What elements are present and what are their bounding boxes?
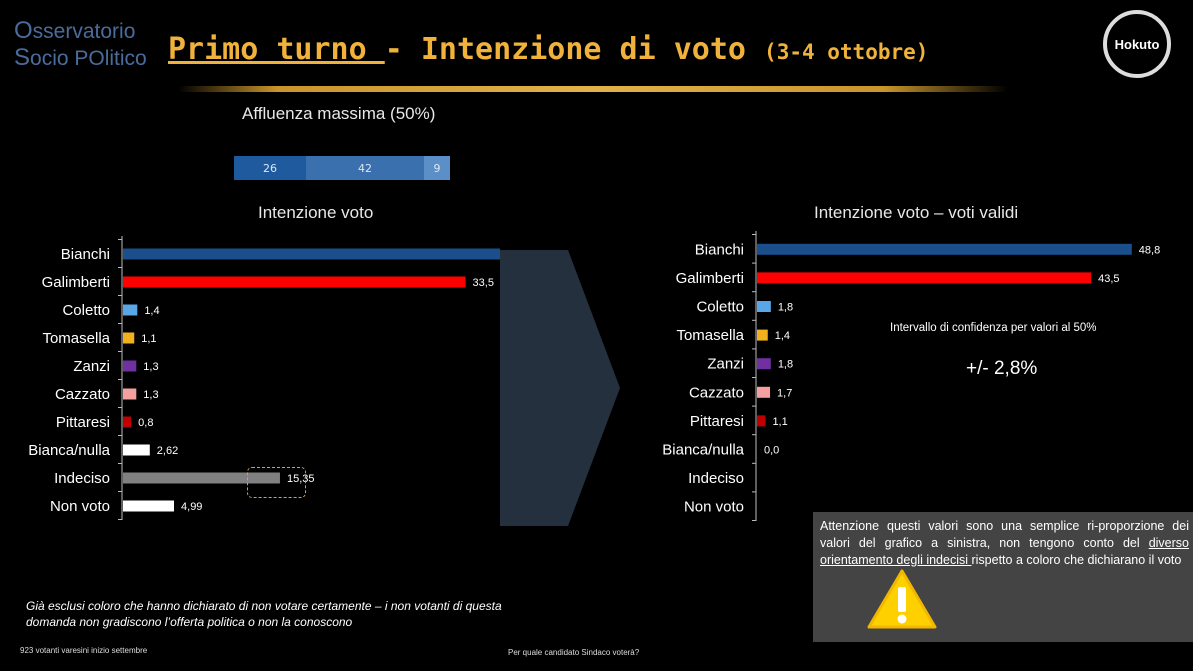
- category-label: Cazzato: [55, 386, 110, 403]
- bar: [123, 332, 135, 344]
- logo-initial: S: [14, 44, 31, 71]
- value-label: 33,5: [473, 277, 494, 289]
- title-underline-brush: [178, 86, 1008, 92]
- value-label: 1,8: [778, 359, 793, 371]
- confidence-label: Intervallo di confidenza per valori al 5…: [890, 322, 1097, 334]
- category-label: Cazzato: [689, 384, 744, 401]
- bar: [123, 248, 500, 260]
- indeciso-highlight-box: [247, 467, 306, 498]
- value-label: 1,1: [772, 416, 787, 428]
- footnote: Già esclusi coloro che hanno dichiarato …: [26, 599, 502, 629]
- arrow-chevron-icon: [500, 250, 620, 526]
- value-label: 0,8: [138, 417, 153, 429]
- question-note: Per quale candidato Sindaco voterà?: [508, 648, 640, 657]
- category-label: Coletto: [696, 299, 744, 316]
- bar: [123, 416, 132, 428]
- bar: [123, 276, 466, 288]
- category-label: Galimberti: [42, 274, 110, 291]
- bar: [757, 243, 1132, 255]
- category-label: Tomasella: [42, 330, 110, 347]
- left-chart-title: Intenzione voto: [258, 203, 374, 222]
- warning-icon: [867, 569, 937, 629]
- category-label: Zanzi: [707, 356, 744, 373]
- title-part-underlined: Primo turno: [168, 32, 385, 67]
- value-label: 1,7: [777, 387, 792, 399]
- category-label: Bianca/nulla: [28, 442, 110, 459]
- bar: [757, 329, 768, 341]
- logo-text: litico: [104, 47, 147, 70]
- bar: [123, 444, 150, 456]
- value-label: 1,4: [144, 305, 159, 317]
- category-label: Coletto: [62, 302, 110, 319]
- value-label: 1,4: [775, 330, 790, 342]
- bar: [757, 272, 1092, 284]
- bar: [757, 358, 771, 370]
- confidence-value: +/- 2,8%: [966, 358, 1038, 379]
- turnout-stacked-bar: 26 42 9: [234, 156, 450, 180]
- turnout-segment: 42: [306, 156, 424, 180]
- turnout-segment: 9: [424, 156, 450, 180]
- category-label: Bianchi: [61, 246, 110, 263]
- value-label: 15,35: [287, 473, 315, 485]
- value-label: 2,62: [157, 445, 178, 457]
- bar: [123, 472, 280, 484]
- category-label: Pittaresi: [56, 414, 110, 431]
- sample-note: 923 votanti varesini inizio settembre: [20, 646, 148, 655]
- note-text-underlined: diverso orientamento degli indecisi: [820, 536, 1189, 567]
- logo-text: ocio PO: [30, 47, 105, 70]
- bar: [757, 386, 771, 398]
- value-label: 1,3: [143, 361, 158, 373]
- value-label: 1,3: [143, 389, 158, 401]
- right-bar-chart: Bianchi 48,8 Galimberti 43,5 Coletto 1,8 Tomas…: [662, 231, 1160, 521]
- bar: [123, 500, 175, 512]
- observatory-logo: Osservatorio Socio POlitico: [14, 18, 147, 72]
- category-label: Indeciso: [54, 470, 110, 487]
- value-label: 0,0: [764, 445, 779, 457]
- title-part: - Intenzione di voto: [384, 32, 746, 67]
- bar: [123, 304, 138, 316]
- value-label: 48,8: [1139, 244, 1160, 256]
- category-label: Indeciso: [688, 470, 744, 487]
- note-text: rispetto a coloro che dichiarano il voto: [971, 553, 1182, 567]
- category-label: Zanzi: [73, 358, 110, 375]
- warning-note: Attenzione questi valori sono una sempli…: [813, 512, 1193, 642]
- logo-initial: O: [14, 17, 33, 44]
- bar: [123, 388, 137, 400]
- right-chart-title: Intenzione voto – voti validi: [814, 203, 1019, 222]
- bar: [757, 415, 766, 427]
- left-bar-chart: Bianchi37,6Galimberti33,5Coletto1,4Tomas…: [28, 236, 500, 520]
- category-label: Non voto: [50, 498, 110, 515]
- value-label: 1,8: [778, 302, 793, 314]
- turnout-label: Affluenza massima (50%): [242, 104, 436, 123]
- category-label: Pittaresi: [690, 413, 744, 430]
- hokuto-logo: Hokuto: [1103, 10, 1171, 78]
- category-label: Bianchi: [695, 241, 744, 258]
- category-label: Non voto: [684, 499, 744, 516]
- category-label: Tomasella: [676, 327, 744, 344]
- category-label: Galimberti: [676, 270, 744, 287]
- title-date: (3-4 ottobre): [764, 40, 929, 64]
- bar: [757, 301, 771, 312]
- value-label: 1,1: [141, 333, 156, 345]
- value-label: 43,5: [1098, 273, 1119, 285]
- page-title: Primo turno - Intenzione di voto (3-4 ot…: [168, 32, 928, 67]
- logo-text: sservatorio: [32, 20, 136, 43]
- brand-text: Hokuto: [1114, 36, 1160, 52]
- bar: [123, 360, 137, 372]
- category-label: Bianca/nulla: [662, 442, 744, 459]
- turnout-segment: 26: [234, 156, 306, 180]
- note-text: Attenzione questi valori sono una sempli…: [820, 519, 1189, 550]
- value-label: 4,99: [181, 501, 202, 513]
